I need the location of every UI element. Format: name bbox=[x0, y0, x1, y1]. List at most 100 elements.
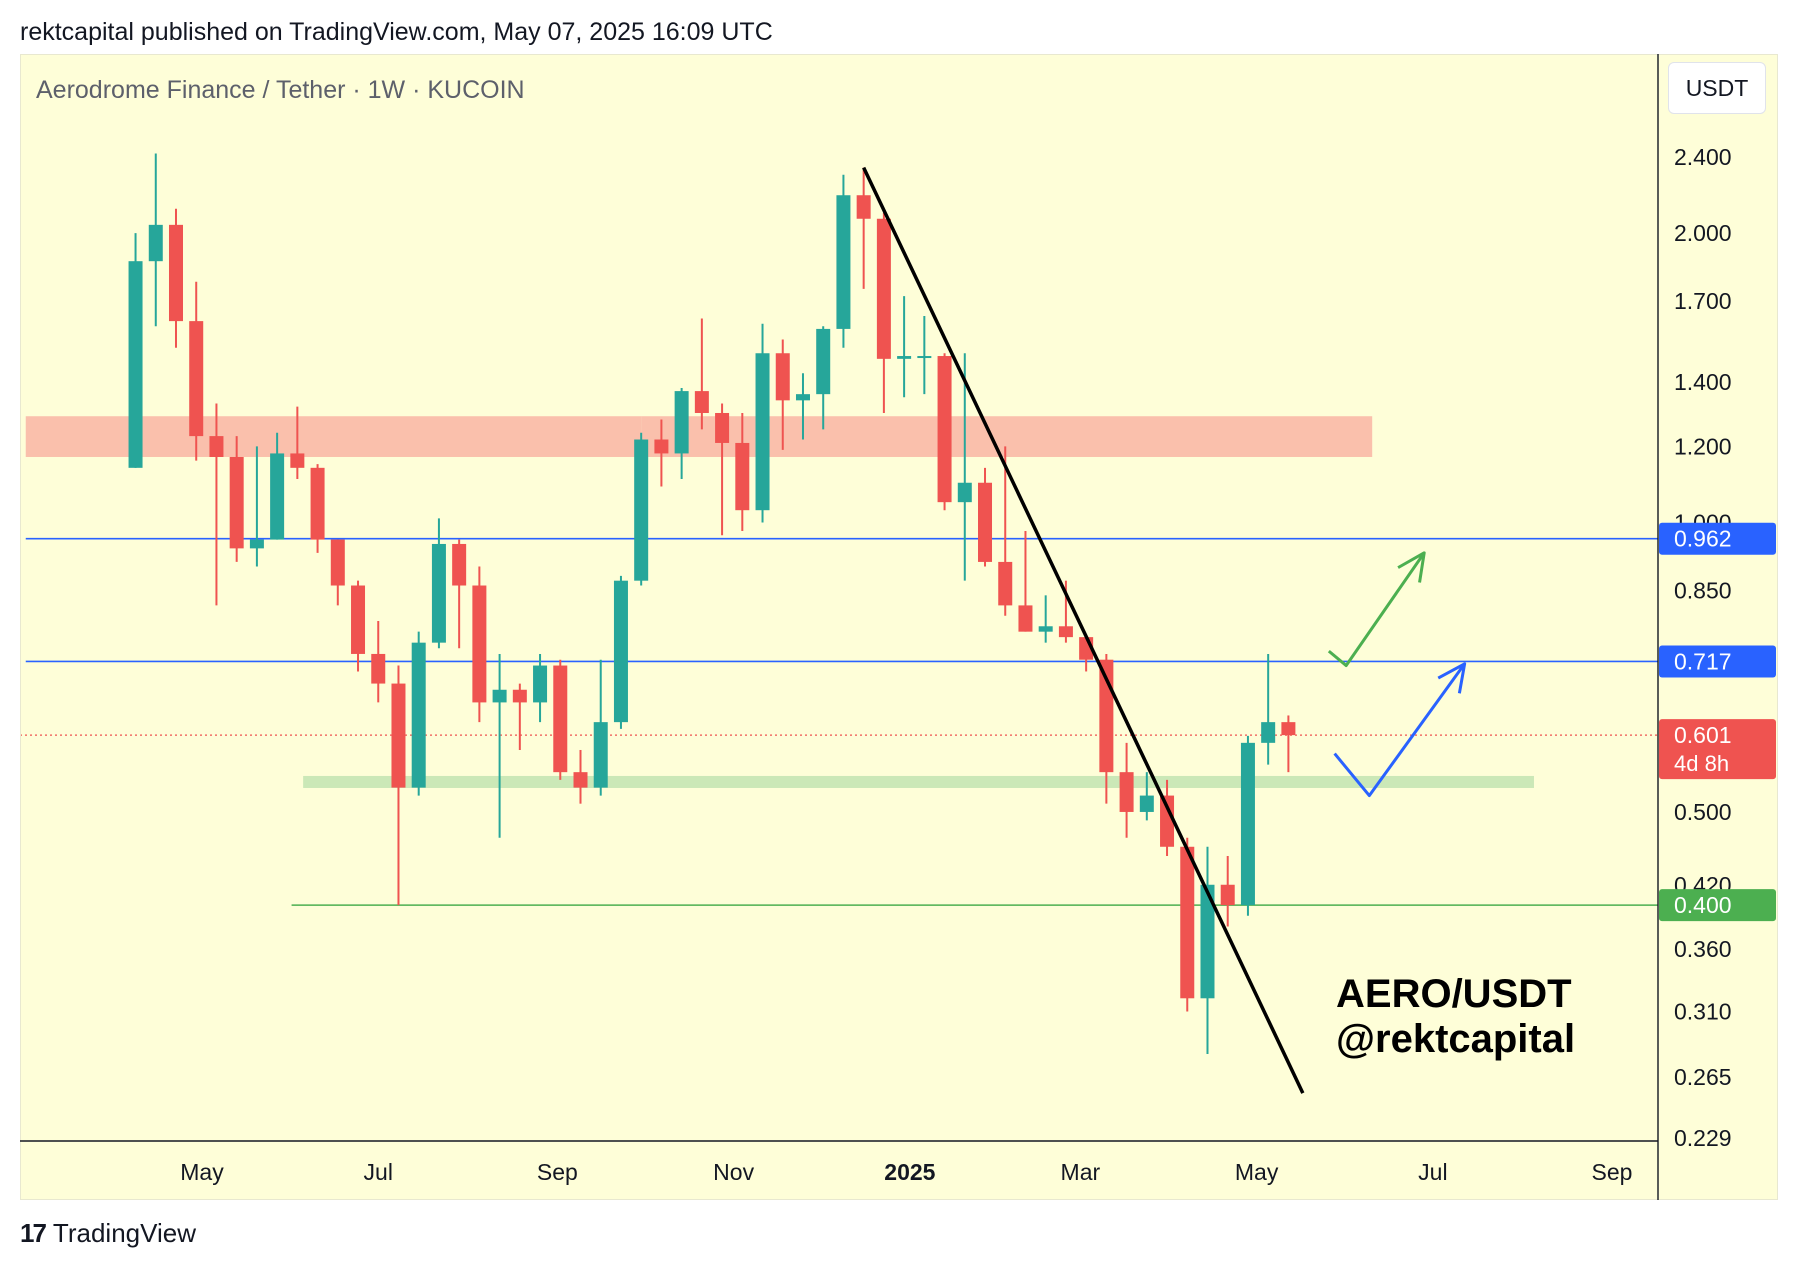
candle-body bbox=[775, 353, 790, 401]
y-tick-label: 1.700 bbox=[1674, 288, 1732, 314]
candle-body bbox=[674, 391, 689, 454]
current-price-tag bbox=[1659, 719, 1776, 780]
x-tick-label: Sep bbox=[537, 1159, 578, 1185]
candle-body bbox=[1261, 722, 1276, 743]
candle-body bbox=[1281, 722, 1296, 736]
candle-body bbox=[998, 561, 1013, 606]
y-tick-label: 0.229 bbox=[1674, 1125, 1732, 1151]
plot-area bbox=[21, 153, 1658, 1094]
y-tick-label: 0.360 bbox=[1674, 936, 1732, 962]
symbol-title: Aerodrome Finance / Tether · 1W · KUCOIN bbox=[36, 76, 525, 104]
candle-body bbox=[431, 543, 446, 643]
candle-body bbox=[795, 394, 810, 401]
arrow-head bbox=[1397, 551, 1426, 583]
candle-body bbox=[1018, 605, 1033, 632]
price-line-tag-label: 0.400 bbox=[1674, 892, 1732, 918]
watermark: AERO/USDT @rektcapital bbox=[1336, 972, 1575, 1062]
candle-body bbox=[1058, 626, 1073, 638]
footer[interactable]: 17 TradingView bbox=[20, 1218, 196, 1249]
candle-body bbox=[553, 665, 568, 773]
price-line-tag bbox=[1659, 522, 1776, 555]
y-tick-label: 0.265 bbox=[1674, 1064, 1732, 1090]
candle-body bbox=[1038, 626, 1053, 632]
x-tick-label: May bbox=[180, 1159, 224, 1185]
candle-body bbox=[573, 772, 588, 788]
candle-body bbox=[472, 585, 487, 703]
candle-body bbox=[290, 453, 305, 468]
candle-body bbox=[1119, 772, 1134, 812]
publish-header: rektcapital published on TradingView.com… bbox=[20, 18, 773, 46]
arrow-head bbox=[1437, 662, 1467, 694]
candle-body bbox=[512, 689, 527, 703]
resistance-zone bbox=[641, 416, 1373, 457]
candle-body bbox=[1180, 846, 1195, 999]
current-price-label: 0.601 bbox=[1674, 722, 1732, 748]
x-tick-label: Nov bbox=[713, 1159, 754, 1185]
watermark-author: @rektcapital bbox=[1336, 1017, 1576, 1061]
y-tick-label: 2.400 bbox=[1674, 144, 1732, 170]
candle-body bbox=[310, 467, 325, 540]
candle-body bbox=[270, 453, 285, 540]
candle-body bbox=[613, 580, 628, 723]
y-tick-label: 1.400 bbox=[1674, 369, 1732, 395]
candle-body bbox=[937, 356, 952, 503]
y-tick-label: 0.850 bbox=[1674, 577, 1732, 603]
candle-body bbox=[634, 439, 649, 581]
candle-body bbox=[897, 356, 912, 359]
candle-body bbox=[330, 539, 345, 586]
candle-body bbox=[391, 683, 406, 788]
candle-body bbox=[593, 722, 608, 788]
x-tick-label: Jul bbox=[1418, 1159, 1447, 1185]
resistance-zone bbox=[25, 416, 642, 457]
candle-body bbox=[452, 543, 467, 586]
candle-body bbox=[715, 412, 730, 443]
candle-body bbox=[189, 321, 204, 437]
candle-body bbox=[694, 391, 709, 413]
projection-arrow bbox=[1333, 662, 1466, 798]
x-tick-label: 2025 bbox=[884, 1159, 935, 1185]
candle-body bbox=[1220, 884, 1235, 906]
candle-body bbox=[856, 195, 871, 219]
x-tick-label: Jul bbox=[364, 1159, 393, 1185]
candle-body bbox=[816, 328, 831, 395]
candle-body bbox=[978, 482, 993, 562]
candle-body bbox=[148, 224, 163, 262]
tradingview-logo-icon[interactable]: 17 bbox=[20, 1218, 47, 1248]
trendline bbox=[862, 166, 1305, 1094]
countdown-label: 4d 8h bbox=[1674, 751, 1729, 776]
y-tick-label: 0.500 bbox=[1674, 799, 1732, 825]
candle-body bbox=[957, 482, 972, 503]
candle-body bbox=[533, 665, 548, 703]
candle-body bbox=[755, 353, 770, 511]
price-line-tag bbox=[1659, 645, 1776, 678]
candle-body bbox=[371, 653, 386, 684]
candle-body bbox=[249, 539, 264, 549]
watermark-pair: AERO/USDT bbox=[1336, 972, 1572, 1016]
x-tick-label: May bbox=[1235, 1159, 1279, 1185]
price-line-tag bbox=[1659, 889, 1776, 922]
tradingview-brand[interactable]: TradingView bbox=[52, 1218, 196, 1248]
currency-selector[interactable]: USDT bbox=[1668, 62, 1766, 114]
candle-body bbox=[917, 356, 932, 359]
candle-body bbox=[1160, 795, 1175, 847]
candle-body bbox=[1240, 742, 1255, 906]
candle-body bbox=[209, 436, 224, 457]
candle-body bbox=[492, 689, 507, 703]
y-tick-label: 0.310 bbox=[1674, 999, 1732, 1025]
candle-body bbox=[1139, 795, 1154, 812]
candle-body bbox=[128, 261, 143, 468]
support-zone bbox=[303, 775, 1534, 788]
y-tick-label: 2.000 bbox=[1674, 220, 1732, 246]
x-tick-label: Mar bbox=[1061, 1159, 1101, 1185]
price-line-tag-label: 0.962 bbox=[1674, 526, 1732, 552]
candle-body bbox=[351, 585, 366, 654]
candle-body bbox=[836, 195, 851, 329]
projection-arrow bbox=[1327, 551, 1426, 668]
candle-body bbox=[168, 224, 183, 322]
price-line-tag-label: 0.717 bbox=[1674, 648, 1732, 674]
candle-body bbox=[1200, 884, 1215, 999]
y-tick-label: 1.200 bbox=[1674, 433, 1732, 459]
candle-body bbox=[411, 642, 426, 788]
candle-body bbox=[229, 456, 244, 549]
